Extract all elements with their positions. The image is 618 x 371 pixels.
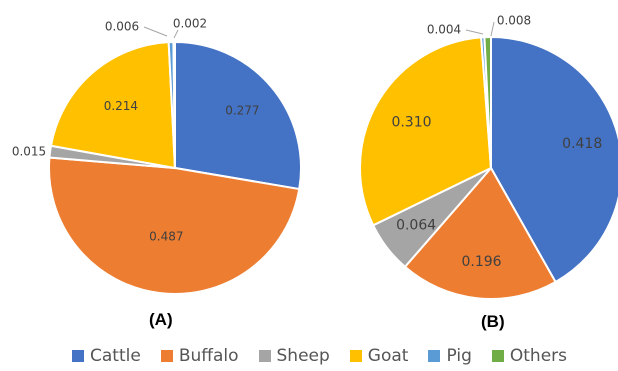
pie-slice-cattle: [174, 40, 302, 191]
legend-item-pig: Pig: [428, 346, 472, 366]
legend-label-buffalo: Buffalo: [178, 346, 239, 366]
legend-item-others: Others: [491, 346, 568, 366]
data-label-buffalo: 0.196: [461, 254, 501, 270]
leader-line-pig: [143, 26, 168, 37]
legend-swatch-buffalo: [160, 350, 173, 362]
data-label-pig: 0.006: [105, 20, 139, 34]
data-label-cattle: 0.418: [562, 136, 602, 152]
leader-line-others: [173, 29, 179, 39]
pie-chart-b: 0.418 0.196 0.064 0.310 0.004 0.008: [359, 14, 618, 300]
legend-label-cattle: Cattle: [90, 346, 141, 366]
legend-item-cattle: Cattle: [72, 346, 141, 366]
legend-item-goat: Goat: [349, 346, 409, 366]
pie-slice-goat: [359, 36, 493, 227]
leader-line-pig: [465, 29, 484, 35]
legend-label-goat: Goat: [367, 346, 409, 366]
data-label-pig: 0.004: [427, 23, 461, 37]
data-label-others: 0.008: [497, 14, 531, 28]
legend-label-pig: Pig: [446, 346, 472, 366]
legend: Cattle Buffalo Sheep Goat Pig Others: [72, 345, 567, 367]
legend-swatch-cattle: [72, 350, 84, 362]
data-label-cattle: 0.277: [225, 104, 259, 118]
legend-item-buffalo: Buffalo: [160, 346, 239, 366]
pie-slice-buffalo: [403, 166, 557, 300]
data-label-buffalo: 0.487: [149, 229, 183, 243]
data-label-goat: 0.214: [104, 99, 138, 113]
legend-swatch-sheep: [258, 350, 271, 362]
pie-slice-others: [172, 40, 176, 169]
legend-label-sheep: Sheep: [276, 346, 330, 366]
legend-swatch-others: [491, 350, 504, 362]
legend-item-sheep: Sheep: [258, 346, 330, 366]
leader-line-others: [490, 21, 495, 37]
legend-label-others: Others: [509, 346, 568, 366]
data-label-sheep: 0.064: [396, 217, 436, 233]
panel-label-b: (B): [481, 312, 505, 331]
legend-swatch-pig: [428, 350, 441, 362]
panel-label-a: (A): [149, 310, 173, 329]
pie-slice-goat: [49, 41, 177, 170]
data-label-goat: 0.310: [391, 114, 431, 130]
pie-slice-others: [483, 35, 492, 169]
pie-slice-buffalo: [48, 156, 301, 295]
pie-chart-a: 0.277 0.487 0.015 0.214 0.006 0.002: [12, 17, 302, 295]
data-label-others: 0.002: [173, 17, 207, 31]
data-label-sheep: 0.015: [12, 145, 46, 159]
legend-swatch-goat: [349, 350, 362, 362]
